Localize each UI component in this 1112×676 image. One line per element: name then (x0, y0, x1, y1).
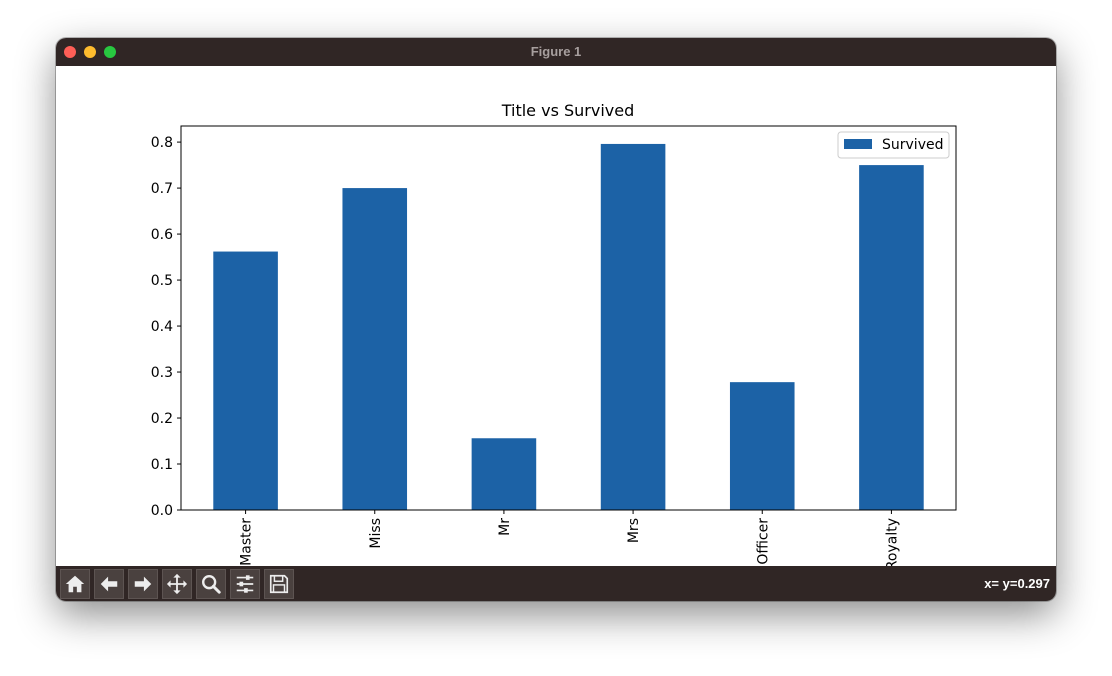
legend-box (837, 131, 950, 159)
window-title: Figure 1 (530, 44, 582, 59)
forward-arrow-icon (134, 576, 152, 592)
pan-button[interactable] (162, 569, 192, 599)
save-button[interactable] (264, 569, 294, 599)
configure-subplots-icon (236, 575, 254, 593)
legend: Survived (837, 131, 950, 159)
bar-royalty (859, 165, 924, 510)
bar-mrs (600, 143, 666, 510)
minimize-window-button[interactable] (84, 46, 96, 58)
y-tick-label: 0.7 (151, 181, 173, 197)
configure-subplots-button[interactable] (230, 569, 260, 599)
legend-label: Survived (882, 137, 943, 153)
x-tick-label: Mr (497, 518, 513, 536)
bar-officer (729, 382, 795, 510)
axes-frame (180, 125, 957, 511)
home-icon (65, 575, 85, 593)
figure-window: Figure 1 0.0 0.1 0.2 0.3 0.4 0.5 0.6 0.7 0.8 Mas… (56, 38, 1056, 601)
home-button[interactable] (60, 569, 90, 599)
cursor-coordinates: x= y=0.297 (984, 576, 1050, 591)
y-tick-label: 0.8 (151, 135, 173, 151)
title-bar: Figure 1 (56, 38, 1056, 66)
bar-miss (342, 188, 408, 510)
x-tick-label: Officer (755, 518, 771, 565)
navigation-toolbar: x= y=0.297 (56, 566, 1056, 601)
bar-mr (471, 438, 537, 510)
x-tick-label: Miss (368, 518, 384, 549)
x-tick-label: Master (239, 518, 255, 566)
y-tick-label: 0.5 (151, 273, 173, 289)
zoom-icon (202, 575, 221, 594)
y-tick-label: 0.0 (151, 503, 173, 519)
figure-canvas[interactable]: 0.0 0.1 0.2 0.3 0.4 0.5 0.6 0.7 0.8 Master Miss Mr… (56, 66, 1056, 566)
close-window-button[interactable] (64, 46, 76, 58)
y-tick-label: 0.4 (151, 319, 173, 335)
y-tick-label: 0.6 (151, 227, 173, 243)
legend-swatch (844, 139, 872, 149)
save-icon (269, 574, 289, 594)
x-tick-label: Mrs (626, 518, 642, 543)
zoom-window-button[interactable] (104, 46, 116, 58)
y-tick-label: 0.3 (151, 365, 173, 381)
chart-title: Title vs Survived (501, 101, 635, 120)
bar-master (213, 251, 278, 510)
back-arrow-icon (100, 576, 118, 592)
x-tick-label: Royalty (884, 518, 900, 566)
y-tick-label: 0.2 (151, 411, 173, 427)
y-tick-label: 0.1 (151, 457, 173, 473)
forward-button[interactable] (128, 569, 158, 599)
zoom-button[interactable] (196, 569, 226, 599)
bar-chart: 0.0 0.1 0.2 0.3 0.4 0.5 0.6 0.7 0.8 Master Miss Mr… (151, 101, 957, 566)
pan-icon (166, 573, 188, 595)
back-button[interactable] (94, 569, 124, 599)
